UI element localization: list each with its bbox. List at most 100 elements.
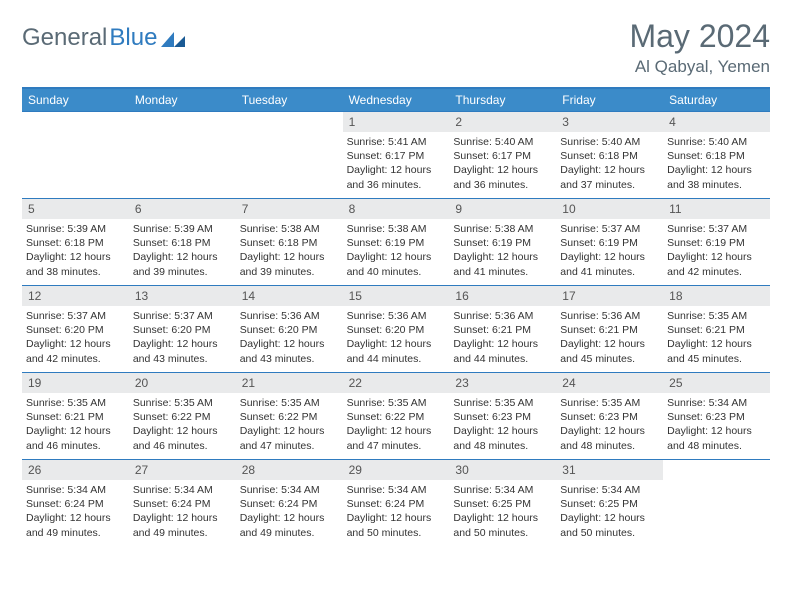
sunset-line: Sunset: 6:23 PM <box>560 410 659 424</box>
day-number: 27 <box>129 460 236 480</box>
daylight-line: Daylight: 12 hours and 45 minutes. <box>560 337 659 365</box>
day-cell: 24Sunrise: 5:35 AMSunset: 6:23 PMDayligh… <box>556 373 663 459</box>
daylight-line: Daylight: 12 hours and 48 minutes. <box>560 424 659 452</box>
sunset-line: Sunset: 6:20 PM <box>133 323 232 337</box>
sunrise-line: Sunrise: 5:35 AM <box>240 396 339 410</box>
day-number: 19 <box>22 373 129 393</box>
daylight-line: Daylight: 12 hours and 36 minutes. <box>347 163 446 191</box>
sunrise-line: Sunrise: 5:34 AM <box>240 483 339 497</box>
calendar: Sunday Monday Tuesday Wednesday Thursday… <box>22 87 770 546</box>
daylight-line: Daylight: 12 hours and 40 minutes. <box>347 250 446 278</box>
day-body: Sunrise: 5:37 AMSunset: 6:19 PMDaylight:… <box>556 219 663 283</box>
day-number: 26 <box>22 460 129 480</box>
sunset-line: Sunset: 6:19 PM <box>560 236 659 250</box>
day-cell: 18 Sunrise: 5:35 AMSunset: 6:21 PMDayligh… <box>663 286 770 372</box>
daylight-line: Daylight: 12 hours and 50 minutes. <box>347 511 446 539</box>
sunrise-line: Sunrise: 5:40 AM <box>667 135 766 149</box>
day-cell: 1Sunrise: 5:41 AMSunset: 6:17 PMDaylight… <box>343 112 450 198</box>
dow-row: Sunday Monday Tuesday Wednesday Thursday… <box>22 89 770 111</box>
sunrise-line: Sunrise: 5:37 AM <box>560 222 659 236</box>
sunrise-line: Sunrise: 5:35 AM <box>560 396 659 410</box>
day-number: 15 <box>343 286 450 306</box>
day-number: 31 <box>556 460 663 480</box>
sunset-line: Sunset: 6:20 PM <box>347 323 446 337</box>
day-cell: 27Sunrise: 5:34 AMSunset: 6:24 PMDayligh… <box>129 460 236 546</box>
sunset-line: Sunset: 6:18 PM <box>667 149 766 163</box>
day-body: Sunrise: 5:34 AMSunset: 6:25 PMDaylight:… <box>556 480 663 544</box>
daylight-line: Daylight: 12 hours and 42 minutes. <box>667 250 766 278</box>
day-cell: 12Sunrise: 5:37 AMSunset: 6:20 PMDayligh… <box>22 286 129 372</box>
daylight-line: Daylight: 12 hours and 44 minutes. <box>453 337 552 365</box>
daylight-line: Daylight: 12 hours and 44 minutes. <box>347 337 446 365</box>
day-number: 6 <box>129 199 236 219</box>
sunrise-line: Sunrise: 5:34 AM <box>347 483 446 497</box>
day-body: Sunrise: 5:40 AMSunset: 6:17 PMDaylight:… <box>449 132 556 196</box>
sunrise-line: Sunrise: 5:35 AM <box>667 309 766 323</box>
day-cell: 4Sunrise: 5:40 AMSunset: 6:18 PMDaylight… <box>663 112 770 198</box>
week-row: 12Sunrise: 5:37 AMSunset: 6:20 PMDayligh… <box>22 285 770 372</box>
logo-text-1: General <box>22 24 107 52</box>
sunset-line: Sunset: 6:17 PM <box>453 149 552 163</box>
sunset-line: Sunset: 6:21 PM <box>26 410 125 424</box>
day-number: 7 <box>236 199 343 219</box>
sunrise-line: Sunrise: 5:35 AM <box>453 396 552 410</box>
daylight-line: Daylight: 12 hours and 43 minutes. <box>133 337 232 365</box>
day-body: Sunrise: 5:37 AMSunset: 6:20 PMDaylight:… <box>22 306 129 370</box>
day-body: Sunrise: 5:38 AMSunset: 6:18 PMDaylight:… <box>236 219 343 283</box>
sunrise-line: Sunrise: 5:34 AM <box>667 396 766 410</box>
day-cell: 7Sunrise: 5:38 AMSunset: 6:18 PMDaylight… <box>236 199 343 285</box>
month-title: May 2024 <box>629 18 770 55</box>
daylight-line: Daylight: 12 hours and 45 minutes. <box>667 337 766 365</box>
day-number: 3 <box>556 112 663 132</box>
day-number <box>236 112 343 118</box>
day-number: 12 <box>22 286 129 306</box>
day-cell: 26Sunrise: 5:34 AMSunset: 6:24 PMDayligh… <box>22 460 129 546</box>
daylight-line: Daylight: 12 hours and 39 minutes. <box>133 250 232 278</box>
sunset-line: Sunset: 6:22 PM <box>133 410 232 424</box>
daylight-line: Daylight: 12 hours and 46 minutes. <box>26 424 125 452</box>
sunset-line: Sunset: 6:21 PM <box>453 323 552 337</box>
day-number <box>129 112 236 118</box>
day-number <box>663 460 770 466</box>
day-number: 4 <box>663 112 770 132</box>
sunset-line: Sunset: 6:18 PM <box>26 236 125 250</box>
day-body: Sunrise: 5:36 AMSunset: 6:20 PMDaylight:… <box>343 306 450 370</box>
day-cell <box>236 112 343 198</box>
day-body: Sunrise: 5:35 AMSunset: 6:22 PMDaylight:… <box>129 393 236 457</box>
daylight-line: Daylight: 12 hours and 42 minutes. <box>26 337 125 365</box>
day-cell: 13Sunrise: 5:37 AMSunset: 6:20 PMDayligh… <box>129 286 236 372</box>
week-row: 26Sunrise: 5:34 AMSunset: 6:24 PMDayligh… <box>22 459 770 546</box>
day-cell: 5Sunrise: 5:39 AMSunset: 6:18 PMDaylight… <box>22 199 129 285</box>
sunrise-line: Sunrise: 5:38 AM <box>347 222 446 236</box>
header: GeneralBlue May 2024 Al Qabyal, Yemen <box>22 18 770 77</box>
day-cell: 28Sunrise: 5:34 AMSunset: 6:24 PMDayligh… <box>236 460 343 546</box>
logo: GeneralBlue <box>22 24 187 52</box>
sunset-line: Sunset: 6:21 PM <box>560 323 659 337</box>
logo-icon <box>161 29 187 47</box>
sunrise-line: Sunrise: 5:41 AM <box>347 135 446 149</box>
day-cell: 30Sunrise: 5:34 AMSunset: 6:25 PMDayligh… <box>449 460 556 546</box>
day-cell: 15Sunrise: 5:36 AMSunset: 6:20 PMDayligh… <box>343 286 450 372</box>
day-cell <box>22 112 129 198</box>
day-number: 29 <box>343 460 450 480</box>
day-number: 18 <box>663 286 770 306</box>
sunset-line: Sunset: 6:23 PM <box>667 410 766 424</box>
day-cell: 10Sunrise: 5:37 AMSunset: 6:19 PMDayligh… <box>556 199 663 285</box>
sunset-line: Sunset: 6:20 PM <box>26 323 125 337</box>
day-number: 9 <box>449 199 556 219</box>
daylight-line: Daylight: 12 hours and 50 minutes. <box>453 511 552 539</box>
day-cell: 23Sunrise: 5:35 AMSunset: 6:23 PMDayligh… <box>449 373 556 459</box>
sunrise-line: Sunrise: 5:40 AM <box>453 135 552 149</box>
sunset-line: Sunset: 6:18 PM <box>240 236 339 250</box>
day-cell: 8Sunrise: 5:38 AMSunset: 6:19 PMDaylight… <box>343 199 450 285</box>
day-cell: 16Sunrise: 5:36 AMSunset: 6:21 PMDayligh… <box>449 286 556 372</box>
sunrise-line: Sunrise: 5:39 AM <box>133 222 232 236</box>
day-cell: 3Sunrise: 5:40 AMSunset: 6:18 PMDaylight… <box>556 112 663 198</box>
sunset-line: Sunset: 6:25 PM <box>560 497 659 511</box>
day-cell: 14Sunrise: 5:36 AMSunset: 6:20 PMDayligh… <box>236 286 343 372</box>
day-body: Sunrise: 5:36 AMSunset: 6:21 PMDaylight:… <box>449 306 556 370</box>
sunrise-line: Sunrise: 5:34 AM <box>560 483 659 497</box>
sunrise-line: Sunrise: 5:39 AM <box>26 222 125 236</box>
day-cell: 29Sunrise: 5:34 AMSunset: 6:24 PMDayligh… <box>343 460 450 546</box>
sunset-line: Sunset: 6:21 PM <box>667 323 766 337</box>
